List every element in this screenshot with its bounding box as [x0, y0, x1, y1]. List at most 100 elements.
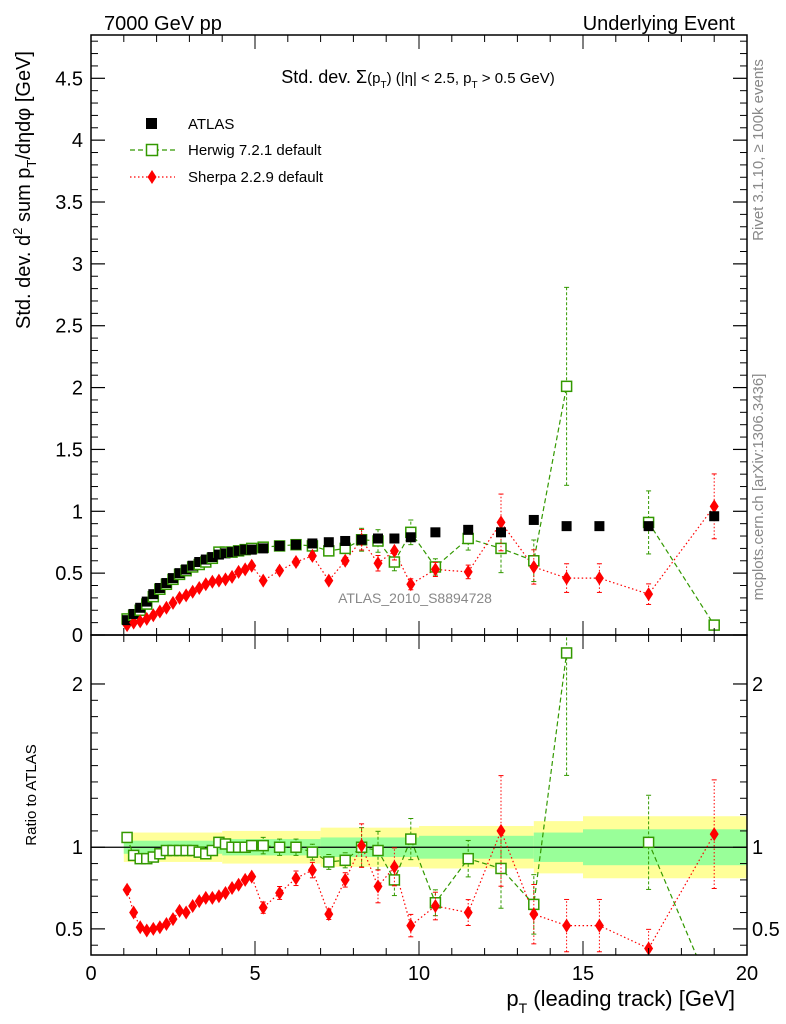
main-ytick-label: 1.5 [55, 439, 83, 461]
sherpa-point [430, 562, 440, 577]
ratio-sherpa-point [181, 905, 191, 920]
atlas-point [373, 533, 383, 544]
sherpa-point [161, 600, 171, 615]
xtick-label: 5 [249, 963, 260, 985]
atlas-point [227, 547, 238, 558]
ratio-sherpa-point [142, 923, 152, 938]
ratio-herwig-point [257, 839, 269, 852]
ratio-ytick-label-right: 2 [752, 674, 763, 696]
ratio-sherpa-point [148, 921, 158, 936]
ratio-sherpa-point [220, 885, 230, 900]
atlas-point [122, 615, 133, 626]
sherpa-point [389, 543, 399, 558]
sherpa-point [258, 573, 268, 588]
herwig-point [323, 545, 335, 557]
ratio-sherpa-point [201, 890, 211, 905]
atlas-point [240, 544, 251, 555]
rivet-label: Rivet 3.1.10, ≥ 100k events [750, 59, 767, 241]
sherpa-point [324, 573, 334, 588]
ratio-sherpa-point [463, 905, 473, 920]
atlas-point [528, 514, 539, 525]
sherpa-point [529, 559, 539, 574]
herwig-point [462, 532, 474, 545]
atlas-point [496, 527, 506, 538]
legend: ATLAS Herwig 7.2.1 default Sherpa 2.2.9 … [130, 116, 324, 186]
ratio-ytick-label-right: 0.5 [752, 919, 780, 941]
ratio-herwig-point [245, 839, 258, 852]
atlas-point [463, 524, 474, 535]
ratio-sherpa-point [594, 918, 604, 933]
sherpa-point [307, 548, 317, 563]
main-y-label: Std. dev. d2 sum pT/dηdφ [GeV] [10, 51, 39, 329]
xtick-label: 20 [736, 963, 758, 985]
ratio-sherpa-point [373, 879, 383, 894]
atlas-point [154, 582, 165, 593]
ratio-y-label: Ratio to ATLAS [23, 744, 40, 845]
sherpa-point [247, 558, 257, 573]
ratio-sherpa-point [291, 871, 301, 886]
herwig-point [495, 542, 507, 555]
atlas-point [135, 602, 146, 613]
main-plot: 0 0.5 1 1.5 2 2.5 3 3.5 4 4.5 Std. dev. Σ(pT) (|η… [10, 34, 748, 647]
ratio-herwig-point [560, 647, 573, 659]
mcplots-label: mcplots.cern.ch [arXiv:1306.3436] [750, 374, 767, 601]
atlas-point [430, 527, 441, 538]
legend-atlas-marker [146, 118, 157, 129]
sherpa-point [227, 569, 237, 584]
sherpa-point [463, 564, 473, 579]
atlas-point [168, 573, 178, 584]
ratio-sherpa-point [175, 903, 185, 918]
main-ytick-label: 3.5 [55, 192, 83, 214]
sherpa-point [234, 564, 244, 579]
ratio-herwig-point [290, 841, 302, 853]
ratio-sherpa-point [275, 885, 285, 900]
ratio-sherpa-point [188, 899, 198, 914]
ratio-ytick-label: 0.5 [55, 919, 83, 941]
sherpa-point [168, 595, 178, 610]
main-ytick-label: 2.5 [55, 316, 83, 338]
xtick-label: 10 [408, 963, 430, 985]
herwig-line [126, 386, 568, 620]
legend-sherpa-label: Sherpa 2.2.9 default [188, 169, 324, 186]
ratio-points-group [121, 635, 719, 955]
atlas-point [307, 538, 318, 549]
atlas-point [356, 534, 367, 545]
ratio-herwig-line [648, 842, 697, 955]
atlas-point [187, 560, 198, 571]
atlas-point [148, 589, 159, 600]
atlas-point [258, 543, 269, 554]
atlas-point [246, 544, 257, 555]
ratio-herwig-point [273, 841, 286, 853]
sherpa-point [207, 574, 217, 589]
sherpa-point [201, 577, 211, 592]
atlas-point [323, 537, 334, 548]
header-left: 7000 GeV pp [104, 13, 222, 35]
atlas-point [128, 608, 139, 619]
atlas-point [213, 549, 224, 560]
plot-title: Std. dev. Σ(pT) (|η| < 2.5, pT > 0.5 GeV… [281, 67, 554, 91]
ratio-sherpa-point [430, 899, 440, 914]
sherpa-point [340, 553, 350, 568]
ratio-herwig-point [372, 844, 384, 857]
ratio-herwig-point [121, 831, 133, 844]
sherpa-point [129, 615, 139, 630]
ratio-sherpa-point [709, 827, 719, 842]
ratio-sherpa-point [258, 900, 268, 915]
sherpa-point [709, 499, 719, 514]
ratio-sherpa-point [207, 890, 217, 905]
ratio-sherpa-point [129, 905, 139, 920]
ratio-herwig-point [206, 844, 219, 857]
ratio-herwig-point [388, 874, 401, 886]
sherpa-line [126, 505, 715, 626]
ratio-herwig-point [339, 854, 351, 867]
ratio-sherpa-point [389, 859, 399, 874]
ratio-herwig-point [306, 846, 319, 858]
sherpa-point [373, 556, 383, 571]
xtick-label: 0 [85, 963, 96, 985]
ratio-sherpa-point [406, 918, 416, 933]
watermark: ATLAS_2010_S8894728 [338, 590, 492, 606]
atlas-point [340, 535, 351, 546]
ratio-plot: 0.5 0.51 12 20 5 10 15 20 Ratio to ATLAS [23, 634, 780, 985]
ratio-sherpa-point [324, 907, 334, 922]
legend-atlas-label: ATLAS [188, 116, 234, 133]
